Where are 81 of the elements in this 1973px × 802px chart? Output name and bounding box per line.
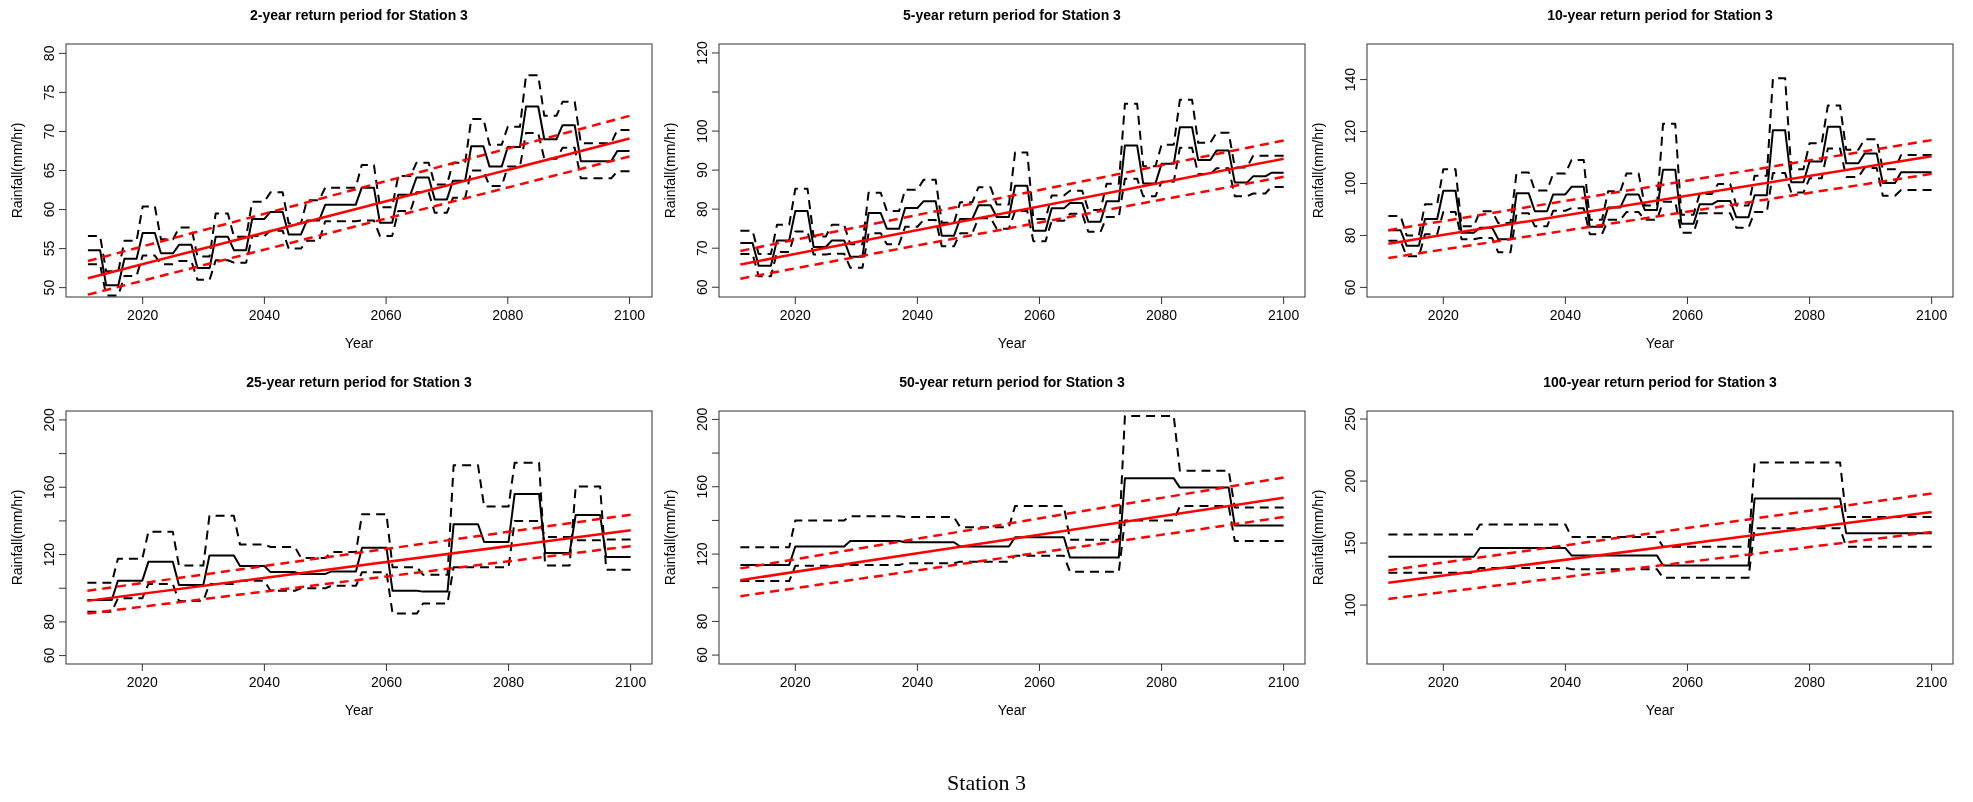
- y-tick-label: 120: [41, 542, 57, 567]
- x-axis-title: Year: [344, 335, 374, 351]
- x-tick-label: 2060: [1671, 307, 1704, 323]
- x-axis-title: Year: [997, 702, 1027, 718]
- x-tick-label: 2080: [492, 674, 525, 690]
- x-tick-label: 2100: [1268, 674, 1300, 690]
- y-tick-label: 70: [694, 240, 710, 256]
- x-tick-label: 2080: [1145, 307, 1178, 323]
- y-tick-label: 100: [1342, 171, 1358, 196]
- x-tick-label: 2060: [1023, 674, 1056, 690]
- y-tick-label: 65: [41, 162, 57, 179]
- x-axis-title: Year: [344, 702, 374, 718]
- y-tick-label: 60: [41, 647, 57, 664]
- y-tick-label: 250: [1342, 407, 1358, 431]
- y-tick-label: 80: [41, 45, 57, 62]
- y-tick-label: 90: [694, 162, 710, 178]
- x-tick-label: 2020: [126, 674, 159, 690]
- x-axis-title: Year: [997, 335, 1027, 351]
- x-tick-label: 2020: [1427, 307, 1460, 323]
- y-tick-label: 75: [41, 84, 57, 101]
- y-tick-label: 60: [1342, 279, 1358, 296]
- x-tick-label: 2060: [370, 674, 403, 690]
- y-tick-label: 70: [41, 123, 57, 140]
- y-tick-label: 160: [694, 474, 710, 499]
- y-tick-label: 200: [694, 407, 710, 432]
- y-tick-label: 100: [1342, 593, 1358, 617]
- x-tick-label: 2040: [901, 674, 934, 690]
- y-tick-label: 200: [41, 408, 57, 432]
- y-tick-label: 140: [1342, 67, 1358, 92]
- chart-title: 50-year return period for Station 3: [899, 374, 1126, 390]
- y-tick-label: 120: [1342, 119, 1358, 144]
- y-tick-label: 150: [1342, 531, 1358, 555]
- y-tick-label: 80: [41, 613, 57, 630]
- y-tick-label: 120: [694, 41, 710, 65]
- y-tick-label: 80: [1342, 227, 1358, 244]
- x-tick-label: 2080: [1793, 674, 1826, 690]
- x-tick-label: 2040: [1549, 674, 1582, 690]
- chart-title: 100-year return period for Station 3: [1543, 374, 1777, 390]
- y-tick-label: 60: [694, 647, 710, 663]
- x-tick-label: 2100: [613, 307, 646, 323]
- y-tick-label: 200: [1342, 469, 1358, 493]
- x-tick-label: 2020: [1427, 674, 1460, 690]
- y-axis-title: Rainfall(mm/hr): [662, 489, 678, 586]
- x-tick-label: 2020: [127, 307, 159, 323]
- x-tick-label: 2040: [901, 307, 934, 323]
- chart-title: 5-year return period for Station 3: [903, 7, 1122, 23]
- y-axis-title: Rainfall(mm/hr): [9, 489, 25, 586]
- y-axis-title: Rainfall(mm/hr): [1310, 122, 1326, 219]
- y-tick-label: 60: [41, 201, 57, 218]
- chart-title: 2-year return period for Station 3: [250, 7, 469, 23]
- y-tick-label: 55: [41, 240, 57, 257]
- x-tick-label: 2020: [779, 674, 812, 690]
- x-tick-label: 2060: [1023, 307, 1056, 323]
- chart-title: 10-year return period for Station 3: [1547, 7, 1774, 23]
- x-tick-label: 2040: [248, 674, 281, 690]
- x-tick-label: 2080: [1793, 307, 1826, 323]
- x-tick-label: 2100: [1268, 307, 1300, 323]
- y-axis-title: Rainfall(mm/hr): [9, 122, 25, 219]
- x-tick-label: 2100: [1916, 674, 1948, 690]
- x-axis-title: Year: [1645, 335, 1675, 351]
- y-tick-label: 80: [694, 201, 710, 217]
- x-tick-label: 2080: [1145, 674, 1178, 690]
- x-tick-label: 2040: [248, 307, 281, 323]
- y-tick-label: 60: [694, 279, 710, 296]
- y-axis-title: Rainfall(mm/hr): [662, 122, 678, 219]
- x-axis-title: Year: [1645, 702, 1675, 718]
- y-tick-label: 50: [41, 279, 57, 296]
- y-tick-label: 120: [694, 542, 710, 566]
- x-tick-label: 2040: [1549, 307, 1582, 323]
- y-tick-label: 160: [41, 475, 57, 499]
- x-tick-label: 2100: [1916, 307, 1948, 323]
- x-tick-label: 2100: [615, 674, 647, 690]
- x-tick-label: 2060: [370, 307, 402, 323]
- chart-title: 25-year return period for Station 3: [246, 374, 473, 390]
- y-tick-label: 100: [694, 119, 710, 143]
- y-axis-title: Rainfall(mm/hr): [1310, 489, 1326, 586]
- x-tick-label: 2080: [492, 307, 524, 323]
- text: Station 3: [947, 770, 1026, 795]
- y-tick-label: 80: [694, 613, 710, 630]
- x-tick-label: 2060: [1671, 674, 1704, 690]
- x-tick-label: 2020: [779, 307, 812, 323]
